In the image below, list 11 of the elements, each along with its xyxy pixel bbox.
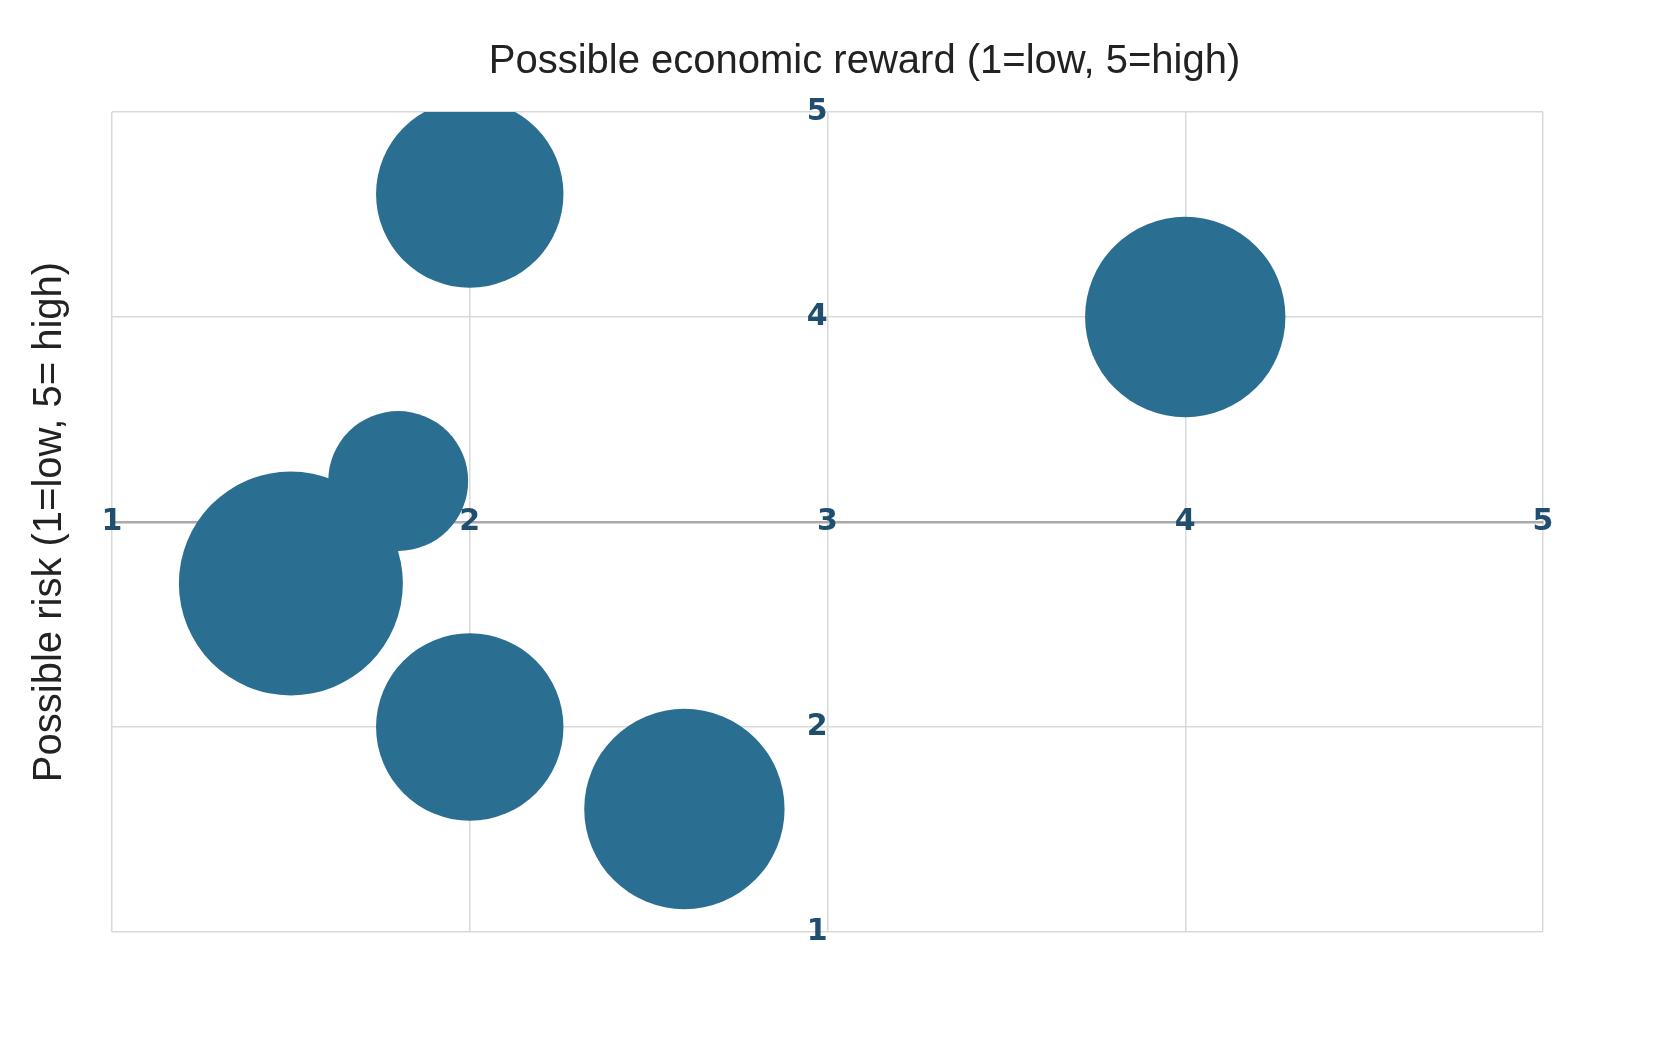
x-axis-title: Possible economic reward (1=low, 5=high) (488, 37, 1241, 82)
y-tick-label: 4 (806, 296, 828, 332)
x-tick-label: 1 (101, 501, 123, 537)
x-tick-label: 2 (459, 501, 481, 537)
x-tick-label: 5 (1532, 501, 1554, 537)
x-tick-label: 4 (1174, 501, 1196, 537)
x-tick-label: 3 (817, 501, 838, 537)
y-tick-label: 5 (806, 91, 828, 127)
y-tick-label: 2 (806, 706, 828, 742)
y-tick-label: 1 (806, 911, 828, 947)
y-axis-title: Possible risk (1=low, 5= high) (25, 261, 70, 783)
